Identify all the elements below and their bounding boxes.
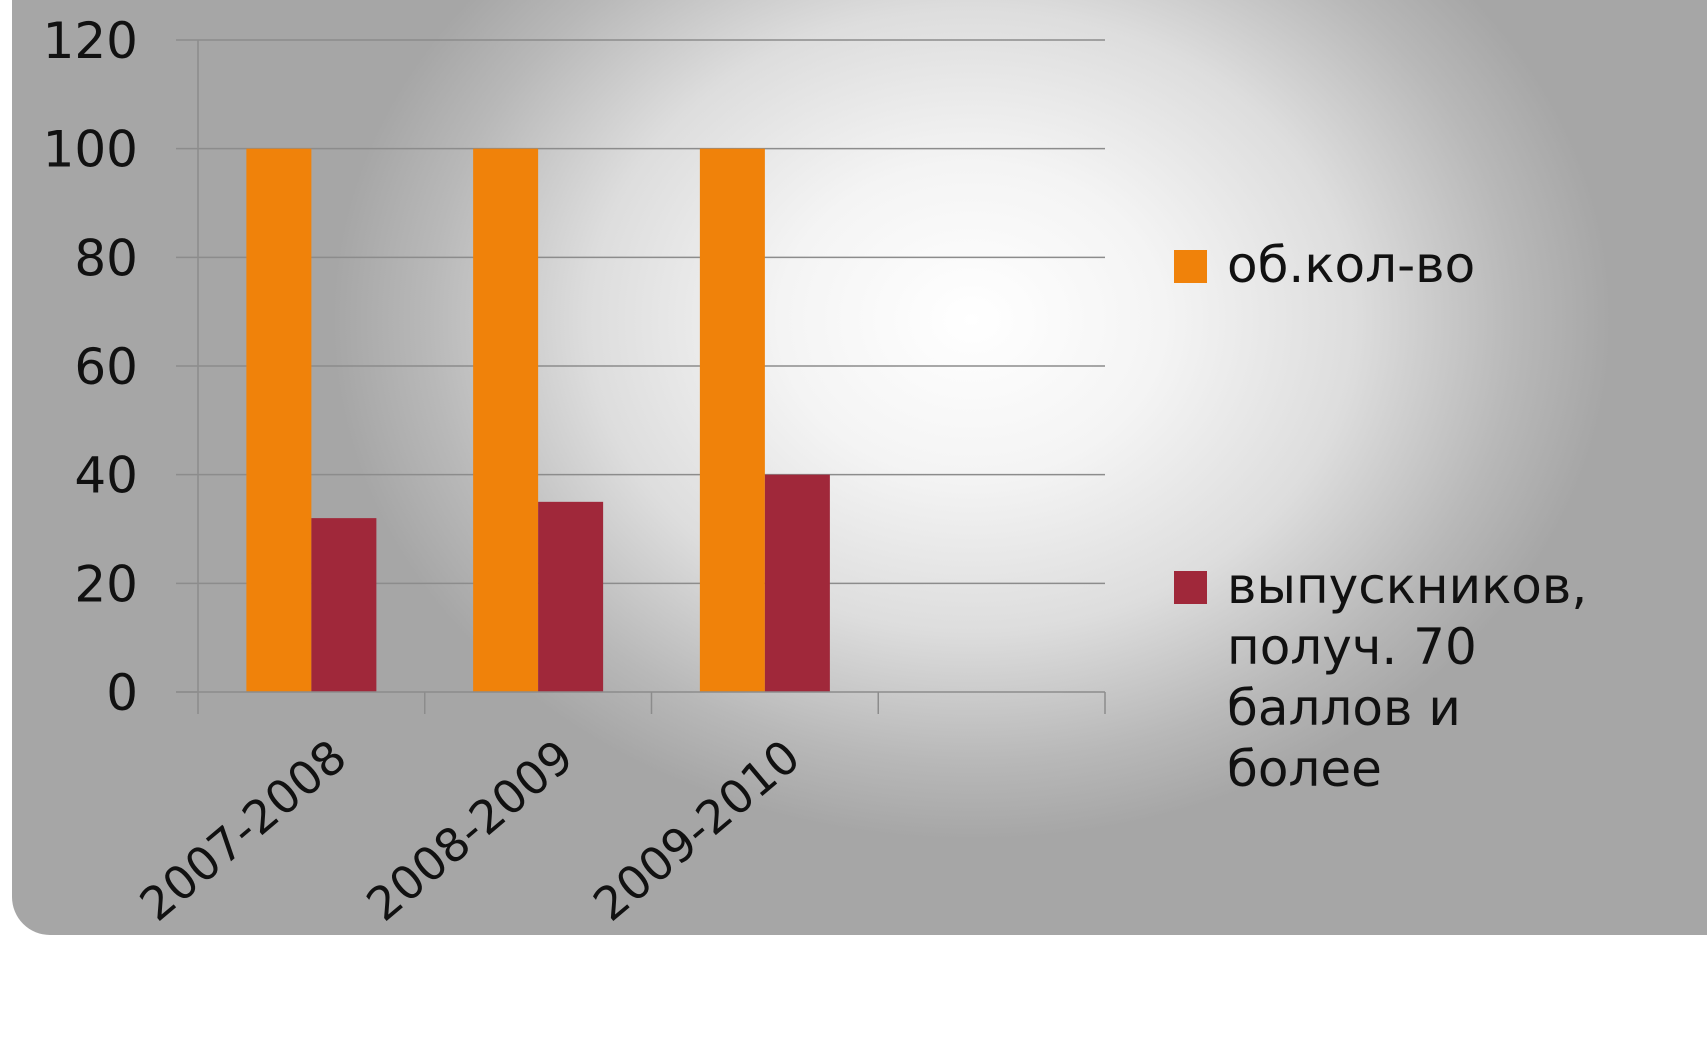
legend-swatch [1174,571,1207,604]
legend-label: баллов и [1227,679,1461,737]
x-tick-label: 2008-2009 [356,729,583,932]
y-axis-tick-labels: 0 20 40 60 80 100 120 [43,12,138,722]
legend-label: более [1227,740,1382,798]
y-tick-label: 120 [43,12,138,70]
y-tick-label: 20 [74,555,138,613]
bar-high-score-2009-2010 [764,474,830,692]
legend-label: об.кол-во [1227,236,1475,294]
x-tick-label: 2009-2010 [583,729,810,932]
x-axis-tick-labels: 2007-2008 2008-2009 2009-2010 [130,729,810,932]
axes [176,39,1106,714]
bar-high-score-2008-2009 [538,501,604,692]
bars [246,148,830,692]
y-tick-label: 100 [43,121,138,179]
legend-swatch [1174,250,1207,283]
gridlines [198,39,1105,585]
x-tick-label: 2007-2008 [130,729,357,932]
y-tick-label: 80 [74,229,138,287]
bar-total-2008-2009 [473,148,539,692]
y-tick-label: 60 [74,338,138,396]
legend-label: выпускников, [1227,557,1587,615]
bar-total-2009-2010 [699,148,765,692]
bar-total-2007-2008 [246,148,312,692]
bar-high-score-2007-2008 [311,518,377,692]
legend-label: получ. 70 [1227,618,1477,676]
y-tick-label: 40 [74,447,138,505]
y-tick-label: 0 [106,664,138,722]
